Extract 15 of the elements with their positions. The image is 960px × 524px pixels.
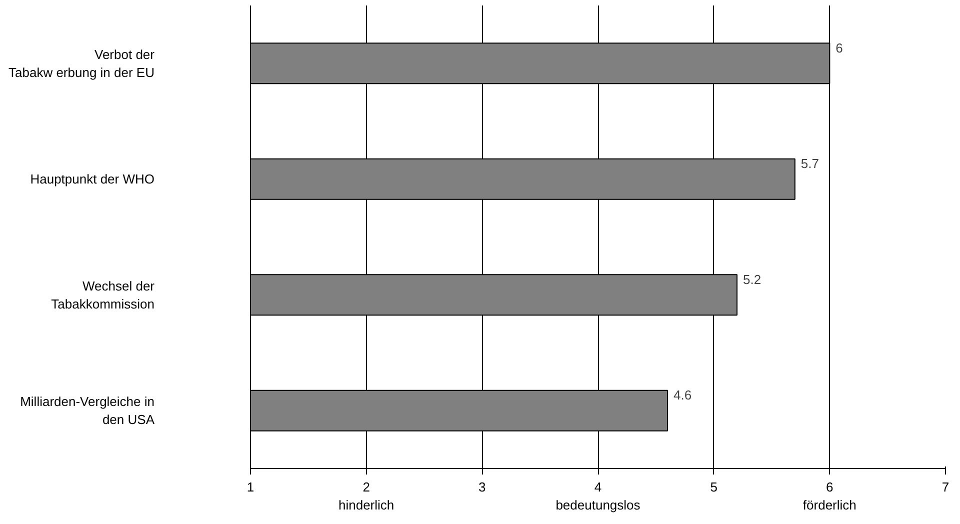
y-tick-label: Hauptpunkt der WHO [30,172,155,187]
x-tick-label: 4 bedeutungslos [556,480,641,512]
x-tick-label: 7 [942,480,950,494]
x-tick-label: 1 [246,480,254,494]
data-label: 5.2 [743,272,762,287]
x-tick-label: 3 [478,480,486,494]
x-tick-label: 6 förderlich [802,480,856,512]
x-tick-label: 5 [710,480,718,494]
data-label: 4.6 [674,388,692,403]
y-tick-label: Milliarden-Vergleiche in den USA [20,394,155,428]
data-label: 6 [836,40,843,56]
y-tick-label: Wechsel der Tabakkommission [51,278,156,312]
x-tick-label: 2 hinderlich [338,480,394,512]
data-label: 5.7 [800,156,819,172]
y-tick-label: Verbot der Tabakw erbung in der EU [8,46,156,80]
